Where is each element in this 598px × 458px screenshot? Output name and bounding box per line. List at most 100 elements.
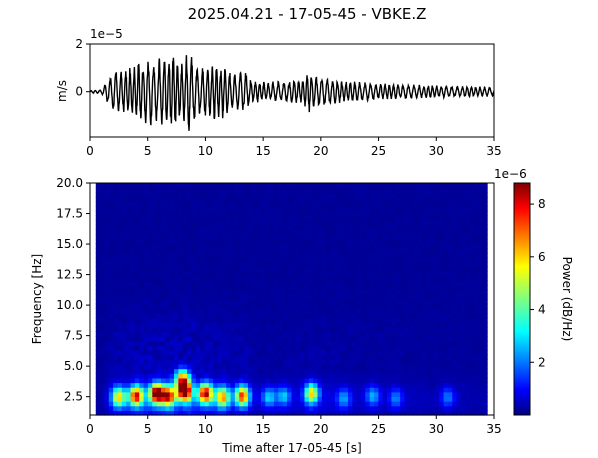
spectrogram-cell (356, 326, 362, 333)
spectrogram-cell (187, 289, 193, 295)
colorbar-scale-label: 1e−6 (494, 167, 527, 181)
spectrogram-cell (300, 234, 306, 240)
spectrogram-cell (282, 266, 288, 272)
spectrogram-cell (474, 266, 479, 272)
spectrogram-cell (304, 280, 310, 286)
spectrogram-cell (191, 345, 197, 351)
spectrogram-cell (360, 192, 366, 198)
spectrogram-cell (382, 285, 388, 291)
spectrogram-cell (191, 243, 197, 249)
spectrogram-cell (234, 354, 240, 360)
spectrogram-cell (317, 377, 323, 384)
spectrogram-cell (295, 368, 301, 374)
spectrogram-cell (339, 396, 345, 402)
spectrogram-cell (169, 312, 175, 319)
spectrogram-cell (130, 261, 136, 268)
spectrogram-cell (126, 187, 132, 193)
spectrogram-cell (213, 303, 219, 309)
spectrogram-cell (178, 359, 184, 365)
spectrogram-cell (321, 312, 327, 319)
spectrogram-cell (382, 373, 388, 379)
spectrogram-cell (321, 410, 327, 416)
spectrogram-cell (282, 368, 288, 374)
spectrogram-cell (208, 289, 214, 295)
spectrogram-cell (356, 266, 362, 272)
spectrogram-cell (174, 247, 179, 254)
spectrogram-cell (369, 220, 375, 226)
spectrogram-cell (156, 410, 162, 416)
spectrogram-cell (469, 322, 475, 328)
spectrogram-cell (404, 183, 410, 189)
spectrogram-cell (374, 350, 379, 356)
spectrogram-cell (326, 373, 332, 379)
spectrogram-cell (374, 196, 379, 203)
spectrogram-cell (365, 368, 371, 374)
spectrogram-cell (156, 391, 162, 398)
spectrogram-cell (334, 196, 340, 203)
spectrogram-cell (321, 201, 327, 207)
spectrogram-cell (217, 266, 223, 272)
spectrogram-cell (247, 387, 253, 393)
spectrogram-cell (221, 322, 227, 328)
spectrogram-cell (108, 187, 114, 193)
spectrogram-cell (469, 280, 475, 286)
spectrogram-cell (95, 322, 101, 328)
spectrogram-cell (169, 294, 175, 300)
spectrogram-cell (252, 234, 258, 240)
spectrogram-cell (147, 308, 153, 314)
spectrogram-cell (174, 303, 179, 309)
spectrogram-cell (195, 405, 201, 411)
spectrogram-cell (260, 261, 266, 268)
spectrogram-cell (217, 299, 223, 305)
spectrogram-cell (482, 350, 488, 356)
spectrogram-cell (308, 317, 314, 323)
spectrogram-cell (374, 377, 379, 384)
spectrogram-cell (404, 234, 410, 240)
spectrogram-cell (265, 363, 271, 370)
spectrogram-cell (282, 206, 288, 212)
spectrogram-cell (482, 210, 488, 217)
spectrogram-cell (452, 350, 458, 356)
spectrogram-cell (265, 196, 271, 203)
spectrogram-cell (447, 391, 453, 398)
spectrogram-cell (100, 317, 106, 323)
spectrogram-cell (156, 359, 162, 365)
spectrogram-cell (104, 196, 110, 203)
spectrogram-cell (426, 275, 432, 282)
spectrogram-cell (217, 326, 223, 333)
spectrogram-cell (221, 377, 227, 384)
spectrogram-cell (460, 391, 466, 398)
spectrogram-cell (169, 289, 175, 295)
spectrogram-cell (374, 405, 379, 411)
spectrogram-cell (387, 196, 393, 203)
spectrogram-cell (117, 350, 123, 356)
spectrogram-cell (356, 238, 362, 244)
spectrogram-cell (130, 354, 136, 360)
spectrogram-cell (160, 285, 166, 291)
spectrogram-cell (230, 252, 236, 258)
spectrogram-cell (147, 401, 153, 407)
spectrogram-cell (265, 317, 271, 323)
spectrogram-cell (474, 359, 479, 365)
spectrogram-cell (321, 331, 327, 337)
spectrogram-cell (439, 275, 445, 282)
spectrogram-cell (343, 405, 349, 411)
spectrogram-cell (174, 396, 179, 402)
spectrogram-cell (230, 396, 236, 402)
spectrogram-cell (356, 336, 362, 342)
spectrogram-cell (321, 215, 327, 221)
spectrogram-cell (391, 331, 397, 337)
spectrogram-cell (330, 238, 336, 244)
spectrogram-cell (417, 373, 423, 379)
spectrogram-cell (126, 340, 132, 346)
spectrogram-cell (174, 294, 179, 300)
spectrogram-cell (360, 252, 366, 258)
spectrogram-cell (100, 275, 106, 282)
spectrogram-cell (408, 275, 414, 282)
spectrogram-cell (143, 234, 149, 240)
spectrogram-cell (434, 261, 440, 268)
spectrogram-cell (417, 238, 423, 244)
spectrogram-cell (260, 410, 266, 416)
spectrogram-cell (174, 201, 179, 207)
spectrogram-cell (100, 187, 106, 193)
